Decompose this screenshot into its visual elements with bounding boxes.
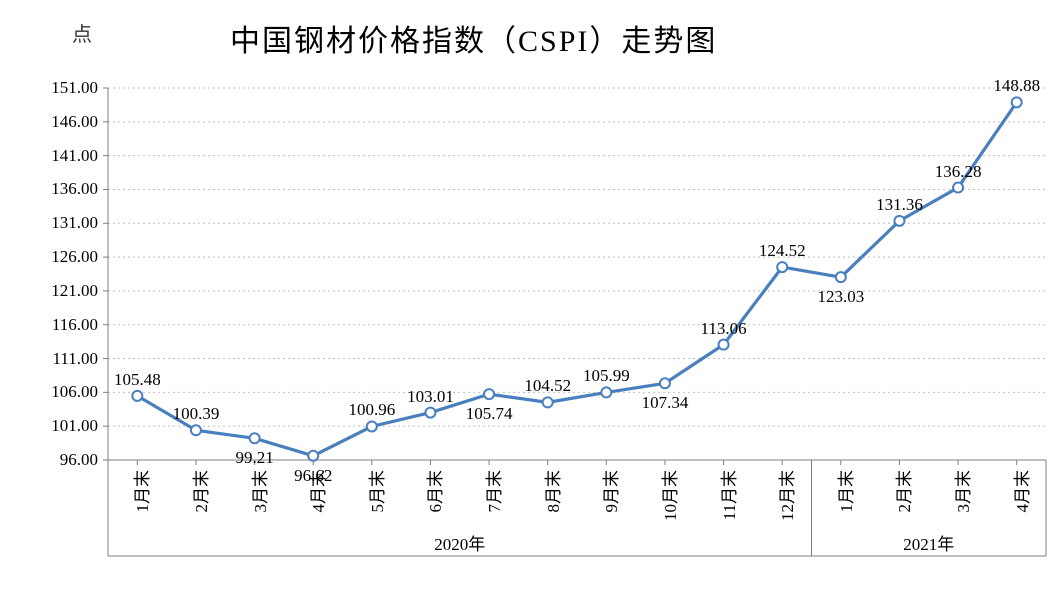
x-tick-label: 2月末 <box>890 470 915 513</box>
x-tick-label: 3月末 <box>949 470 974 513</box>
x-tick-label: 7月末 <box>480 470 505 513</box>
x-tick-label: 2月末 <box>187 470 212 513</box>
data-marker <box>660 378 670 388</box>
y-tick-label: 111.00 <box>38 349 98 369</box>
x-tick-label: 9月末 <box>597 470 622 513</box>
y-tick-label: 106.00 <box>38 382 98 402</box>
x-group-label: 2020年 <box>108 530 812 555</box>
data-label: 148.88 <box>993 76 1040 96</box>
x-tick-label: 10月末 <box>656 470 681 521</box>
data-label: 100.96 <box>348 400 395 420</box>
data-marker <box>719 340 729 350</box>
y-tick-label: 141.00 <box>38 146 98 166</box>
y-tick-label: 151.00 <box>38 78 98 98</box>
data-label: 123.03 <box>817 287 864 307</box>
data-label: 136.28 <box>935 162 982 182</box>
data-label: 113.06 <box>701 319 747 339</box>
data-marker <box>836 272 846 282</box>
data-marker <box>308 451 318 461</box>
y-tick-label: 121.00 <box>38 281 98 301</box>
data-marker <box>894 216 904 226</box>
y-tick-label: 101.00 <box>38 416 98 436</box>
y-tick-label: 136.00 <box>38 179 98 199</box>
axis-lines <box>103 88 1046 465</box>
x-tick-label: 1月末 <box>128 470 153 513</box>
x-tick-label: 11月末 <box>715 470 740 520</box>
x-tick-label: 6月末 <box>421 470 446 513</box>
data-label: 100.39 <box>173 404 220 424</box>
y-tick-label: 126.00 <box>38 247 98 267</box>
data-marker <box>132 391 142 401</box>
data-marker <box>425 408 435 418</box>
data-marker <box>484 389 494 399</box>
x-tick-label: 12月末 <box>773 470 798 521</box>
data-marker <box>953 183 963 193</box>
data-marker <box>543 397 553 407</box>
data-marker <box>777 262 787 272</box>
data-label: 103.01 <box>407 387 454 407</box>
x-tick-label: 1月末 <box>832 470 857 513</box>
data-label: 124.52 <box>759 241 806 261</box>
x-group-label: 2021年 <box>812 530 1047 555</box>
y-tick-label: 116.00 <box>38 315 98 335</box>
data-marker <box>250 433 260 443</box>
chart-container: { "unit_label": "点", "title": "中国钢材价格指数（… <box>0 0 1062 606</box>
x-tick-label: 3月末 <box>246 470 271 513</box>
data-markers <box>132 97 1021 460</box>
chart-svg <box>0 0 1062 606</box>
data-marker <box>601 387 611 397</box>
grid-lines <box>108 88 1046 460</box>
data-label: 96.62 <box>294 466 332 486</box>
data-label: 105.74 <box>466 404 513 424</box>
data-label: 105.48 <box>114 370 161 390</box>
x-tick-label: 4月末 <box>1008 470 1033 513</box>
data-label: 99.21 <box>235 448 273 468</box>
data-label: 105.99 <box>583 366 630 386</box>
data-label: 131.36 <box>876 195 923 215</box>
y-tick-label: 96.00 <box>38 450 98 470</box>
data-marker <box>191 425 201 435</box>
data-marker <box>1012 97 1022 107</box>
data-marker <box>367 421 377 431</box>
x-tick-label: 8月末 <box>539 470 564 513</box>
y-tick-label: 146.00 <box>38 112 98 132</box>
data-label: 104.52 <box>524 376 571 396</box>
x-tick-label: 5月末 <box>363 470 388 513</box>
y-tick-label: 131.00 <box>38 213 98 233</box>
data-label: 107.34 <box>642 393 689 413</box>
